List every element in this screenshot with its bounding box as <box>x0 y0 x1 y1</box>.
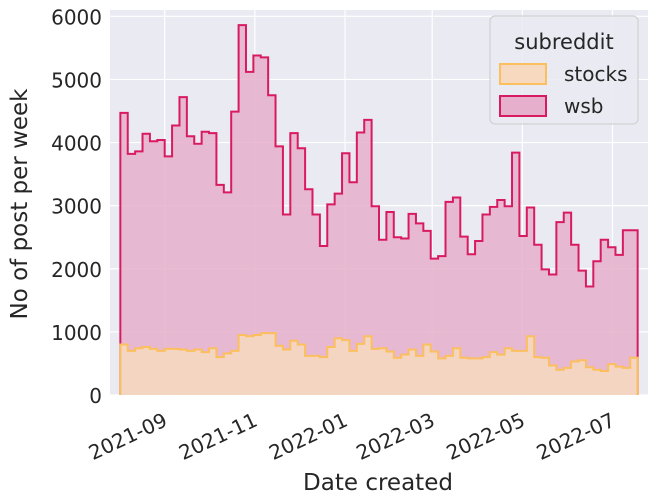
legend-label-wsb: wsb <box>564 94 603 118</box>
x-axis-label: Date created <box>303 470 453 496</box>
y-tick-label: 6000 <box>51 5 102 29</box>
y-axis-label: No of post per week <box>7 88 33 320</box>
legend-swatch-stocks <box>499 63 547 85</box>
y-ticks: 0 1000 2000 3000 4000 5000 6000 <box>51 5 102 408</box>
x-tick-label: 2022-03 <box>352 408 438 465</box>
x-tick-label: 2021-09 <box>85 408 171 465</box>
x-tick-label: 2022-01 <box>265 408 351 465</box>
x-tick-label: 2021-11 <box>175 408 261 465</box>
y-tick-label: 1000 <box>51 321 102 345</box>
x-tick-label: 2022-05 <box>443 408 529 465</box>
series-fill-wsb <box>120 25 638 396</box>
y-tick-label: 5000 <box>51 68 102 92</box>
y-tick-label: 3000 <box>51 195 102 219</box>
y-tick-label: 4000 <box>51 132 102 156</box>
y-tick-label: 2000 <box>51 258 102 282</box>
series-layer <box>119 24 639 396</box>
x-ticks: 2021-09 2021-11 2022-01 2022-03 2022-05 2022-… <box>85 408 619 465</box>
legend-label-stocks: stocks <box>564 62 628 86</box>
legend-swatch-wsb <box>499 95 547 117</box>
legend-title: subreddit <box>514 30 613 54</box>
x-tick-label: 2022-07 <box>533 408 619 465</box>
legend: subreddit stocks wsb <box>489 15 639 125</box>
series-line-stocks <box>119 332 639 395</box>
y-tick-label: 0 <box>89 384 102 408</box>
series-line-wsb <box>119 24 639 395</box>
